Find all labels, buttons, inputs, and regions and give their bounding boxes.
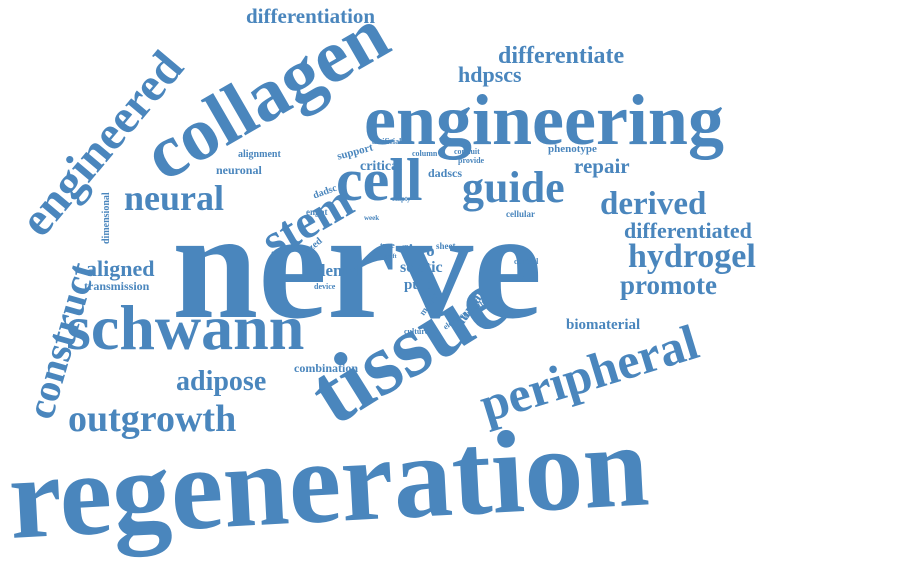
word-device: device (314, 282, 336, 291)
word-provide: provide (458, 156, 485, 165)
word-nerve: nerve (172, 179, 543, 351)
word-critical: critical (360, 159, 402, 174)
word-engineering: engineering (364, 80, 724, 160)
word-vitro: vitro (400, 241, 435, 260)
word-pulp: pulp (404, 277, 434, 293)
word-week: week (364, 214, 380, 222)
word-column: column (412, 149, 438, 158)
word-schwann: schwann (66, 292, 305, 363)
word-control: control (514, 257, 539, 266)
word-aligned: aligned (86, 256, 155, 281)
word-differentiation: differentiation (246, 4, 376, 28)
word-type: type (380, 241, 395, 250)
word-dimensional: dimensional (101, 192, 112, 244)
word-engnt: engnt (306, 207, 328, 217)
word-hdpscs: hdpscs (458, 62, 522, 87)
word-alignment: alignment (238, 149, 281, 160)
word-sheet: sheet (436, 241, 456, 251)
word-defect: defect (514, 273, 537, 283)
word-dadscs: dadscs (428, 166, 463, 180)
word-differentiated: differentiated (624, 218, 752, 243)
word-empty: empty (392, 195, 411, 203)
word-ap: ap (402, 244, 409, 250)
word-cellular: cellular (506, 209, 535, 219)
word-combination: combination (294, 361, 359, 375)
word-hydrogel: hydrogel (628, 238, 756, 275)
word-neuronal: neuronal (216, 163, 262, 177)
word-differentiate: differentiate (498, 43, 625, 69)
word-dental: dental (316, 261, 362, 280)
word-sciatic: sciatic (400, 259, 443, 276)
word-derived: derived (600, 186, 707, 222)
word-conduit: conduit (454, 147, 480, 156)
word-guide: guide (462, 163, 565, 212)
word-phenotype: phenotype (548, 143, 597, 155)
word-outgrowth: outgrowth (68, 398, 237, 440)
word-graft: graft (384, 254, 397, 260)
word-biomaterial: biomaterial (566, 317, 641, 333)
word-repair: repair (574, 154, 630, 178)
word-neural: neural (124, 178, 225, 218)
word-transmission: transmission (84, 279, 150, 293)
word-artificial: artificial (372, 137, 402, 146)
word-promote: promote (620, 270, 717, 300)
word-culture: culture (404, 327, 429, 336)
word-adipose: adipose (176, 366, 267, 397)
word-cell: cell (336, 147, 423, 213)
